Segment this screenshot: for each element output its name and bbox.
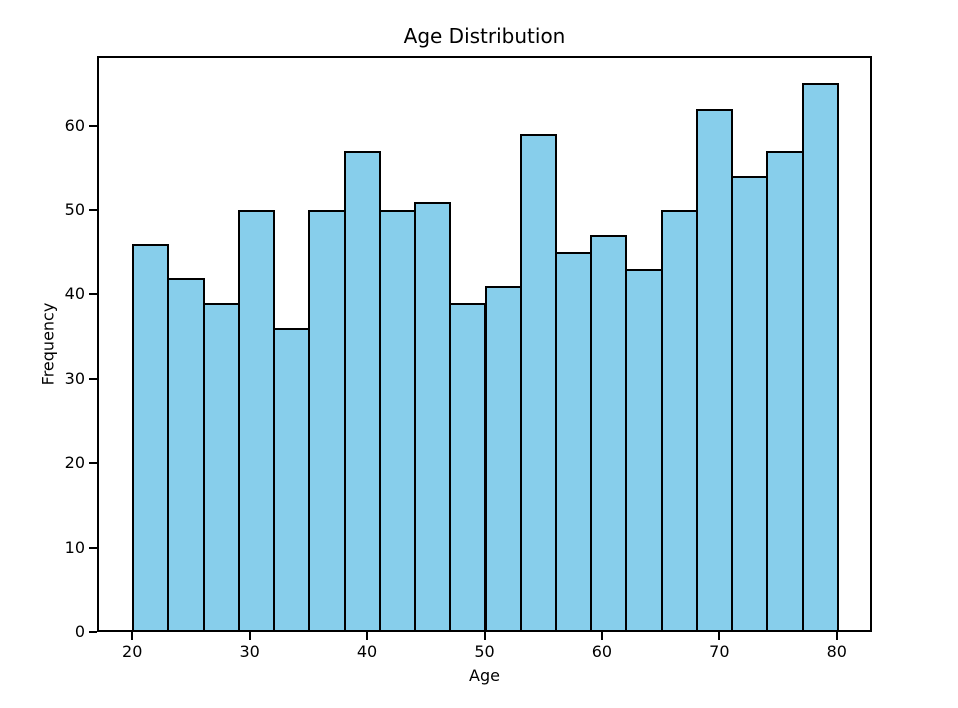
histogram-bar: [801, 83, 839, 632]
x-tick-mark: [248, 632, 251, 640]
histogram-bar: [590, 235, 628, 632]
y-tick-label: 40: [64, 284, 85, 304]
x-tick-label: 20: [122, 642, 143, 661]
x-tick-mark: [718, 632, 721, 640]
chart-title: Age Distribution: [403, 24, 566, 48]
plot-area: [97, 56, 872, 632]
y-tick-mark: [89, 462, 97, 465]
histogram-bar: [660, 210, 698, 632]
y-tick-mark: [89, 124, 97, 127]
histogram-bar: [731, 176, 769, 632]
histogram-bar: [237, 210, 276, 632]
x-tick-label: 50: [474, 642, 495, 661]
y-tick-label: 10: [64, 537, 85, 557]
histogram-bar: [308, 210, 346, 632]
x-tick-mark: [835, 632, 838, 640]
y-tick-label: 20: [64, 453, 85, 473]
y-tick-label: 50: [64, 200, 85, 220]
x-tick-label: 30: [239, 642, 260, 661]
histogram-bar: [202, 302, 240, 632]
histogram-bar: [273, 328, 311, 632]
histogram-bar: [343, 150, 381, 632]
x-axis-label: Age: [469, 666, 500, 685]
y-tick-label: 0: [74, 622, 85, 641]
histogram-bar: [378, 210, 417, 632]
y-tick-label: 60: [64, 115, 85, 135]
histogram-bar: [449, 302, 487, 632]
x-tick-label: 80: [826, 642, 847, 661]
y-tick-mark: [89, 293, 97, 296]
histogram-bar: [132, 243, 170, 632]
histogram-bar: [554, 252, 593, 632]
histogram-bar: [484, 285, 522, 632]
x-tick-label: 70: [709, 642, 730, 661]
y-tick-label: 30: [64, 368, 85, 388]
histogram-bar: [167, 277, 205, 632]
x-tick-label: 40: [356, 642, 378, 661]
histogram-bar: [625, 269, 663, 632]
x-tick-mark: [483, 632, 486, 640]
histogram-bar: [414, 201, 452, 632]
y-tick-mark: [89, 209, 97, 212]
y-tick-mark: [89, 377, 97, 380]
histogram-bar: [766, 150, 804, 632]
x-tick-label: 60: [591, 642, 613, 661]
x-tick-mark: [131, 632, 134, 640]
histogram-bar: [519, 134, 557, 632]
x-tick-mark: [600, 632, 603, 640]
y-tick-mark: [89, 546, 97, 549]
x-tick-mark: [366, 632, 369, 640]
histogram-bar: [695, 108, 734, 632]
y-tick-mark: [89, 631, 97, 633]
